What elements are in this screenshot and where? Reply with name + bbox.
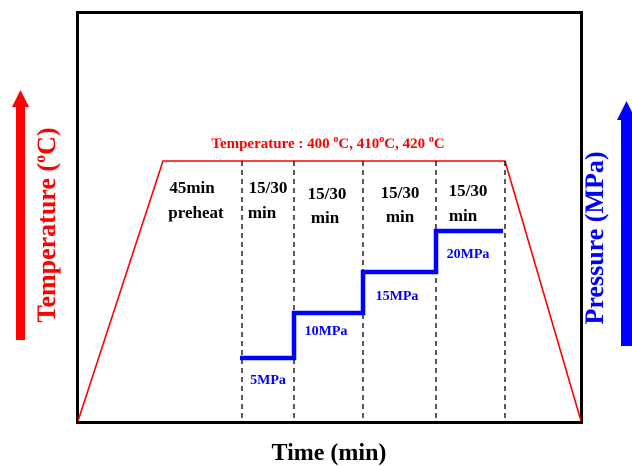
- stage-label-1-line2: min: [248, 203, 277, 222]
- temperature-profile-line: [77, 160, 582, 422]
- pressure-axis-label: Pressure (MPa): [580, 151, 609, 324]
- stage-label-4-line2: min: [449, 206, 478, 225]
- pressure-label-10mpa: 10MPa: [305, 324, 348, 339]
- pressure-label-15mpa: 15MPa: [376, 289, 419, 304]
- stage-label-2-line1: 15/30: [308, 184, 347, 203]
- temperature-axis-label: Temperature (oC): [32, 127, 61, 322]
- stage-label-4-line1: 15/30: [449, 181, 488, 200]
- pressure-label-20mpa: 20MPa: [447, 247, 490, 262]
- stage-label-1-line1: 15/30: [249, 178, 288, 197]
- pressure-arrow-icon: [617, 101, 632, 346]
- pressure-label-5mpa: 5MPa: [250, 373, 286, 388]
- stage-label-3-line1: 15/30: [381, 183, 420, 202]
- temperature-label: Temperature : 400 oC, 410oC, 420 oC: [211, 134, 444, 152]
- temperature-arrow-icon: [12, 90, 29, 340]
- stage-label-2-line2: min: [311, 208, 340, 227]
- plot-frame: [76, 11, 583, 424]
- stage-label-preheat-line1: 45min: [169, 178, 215, 197]
- stage-label-preheat-line2: preheat: [168, 203, 224, 222]
- stage-label-3-line2: min: [386, 207, 415, 226]
- pressure-step-line: [240, 228, 503, 361]
- time-axis-label: Time (min): [272, 440, 387, 466]
